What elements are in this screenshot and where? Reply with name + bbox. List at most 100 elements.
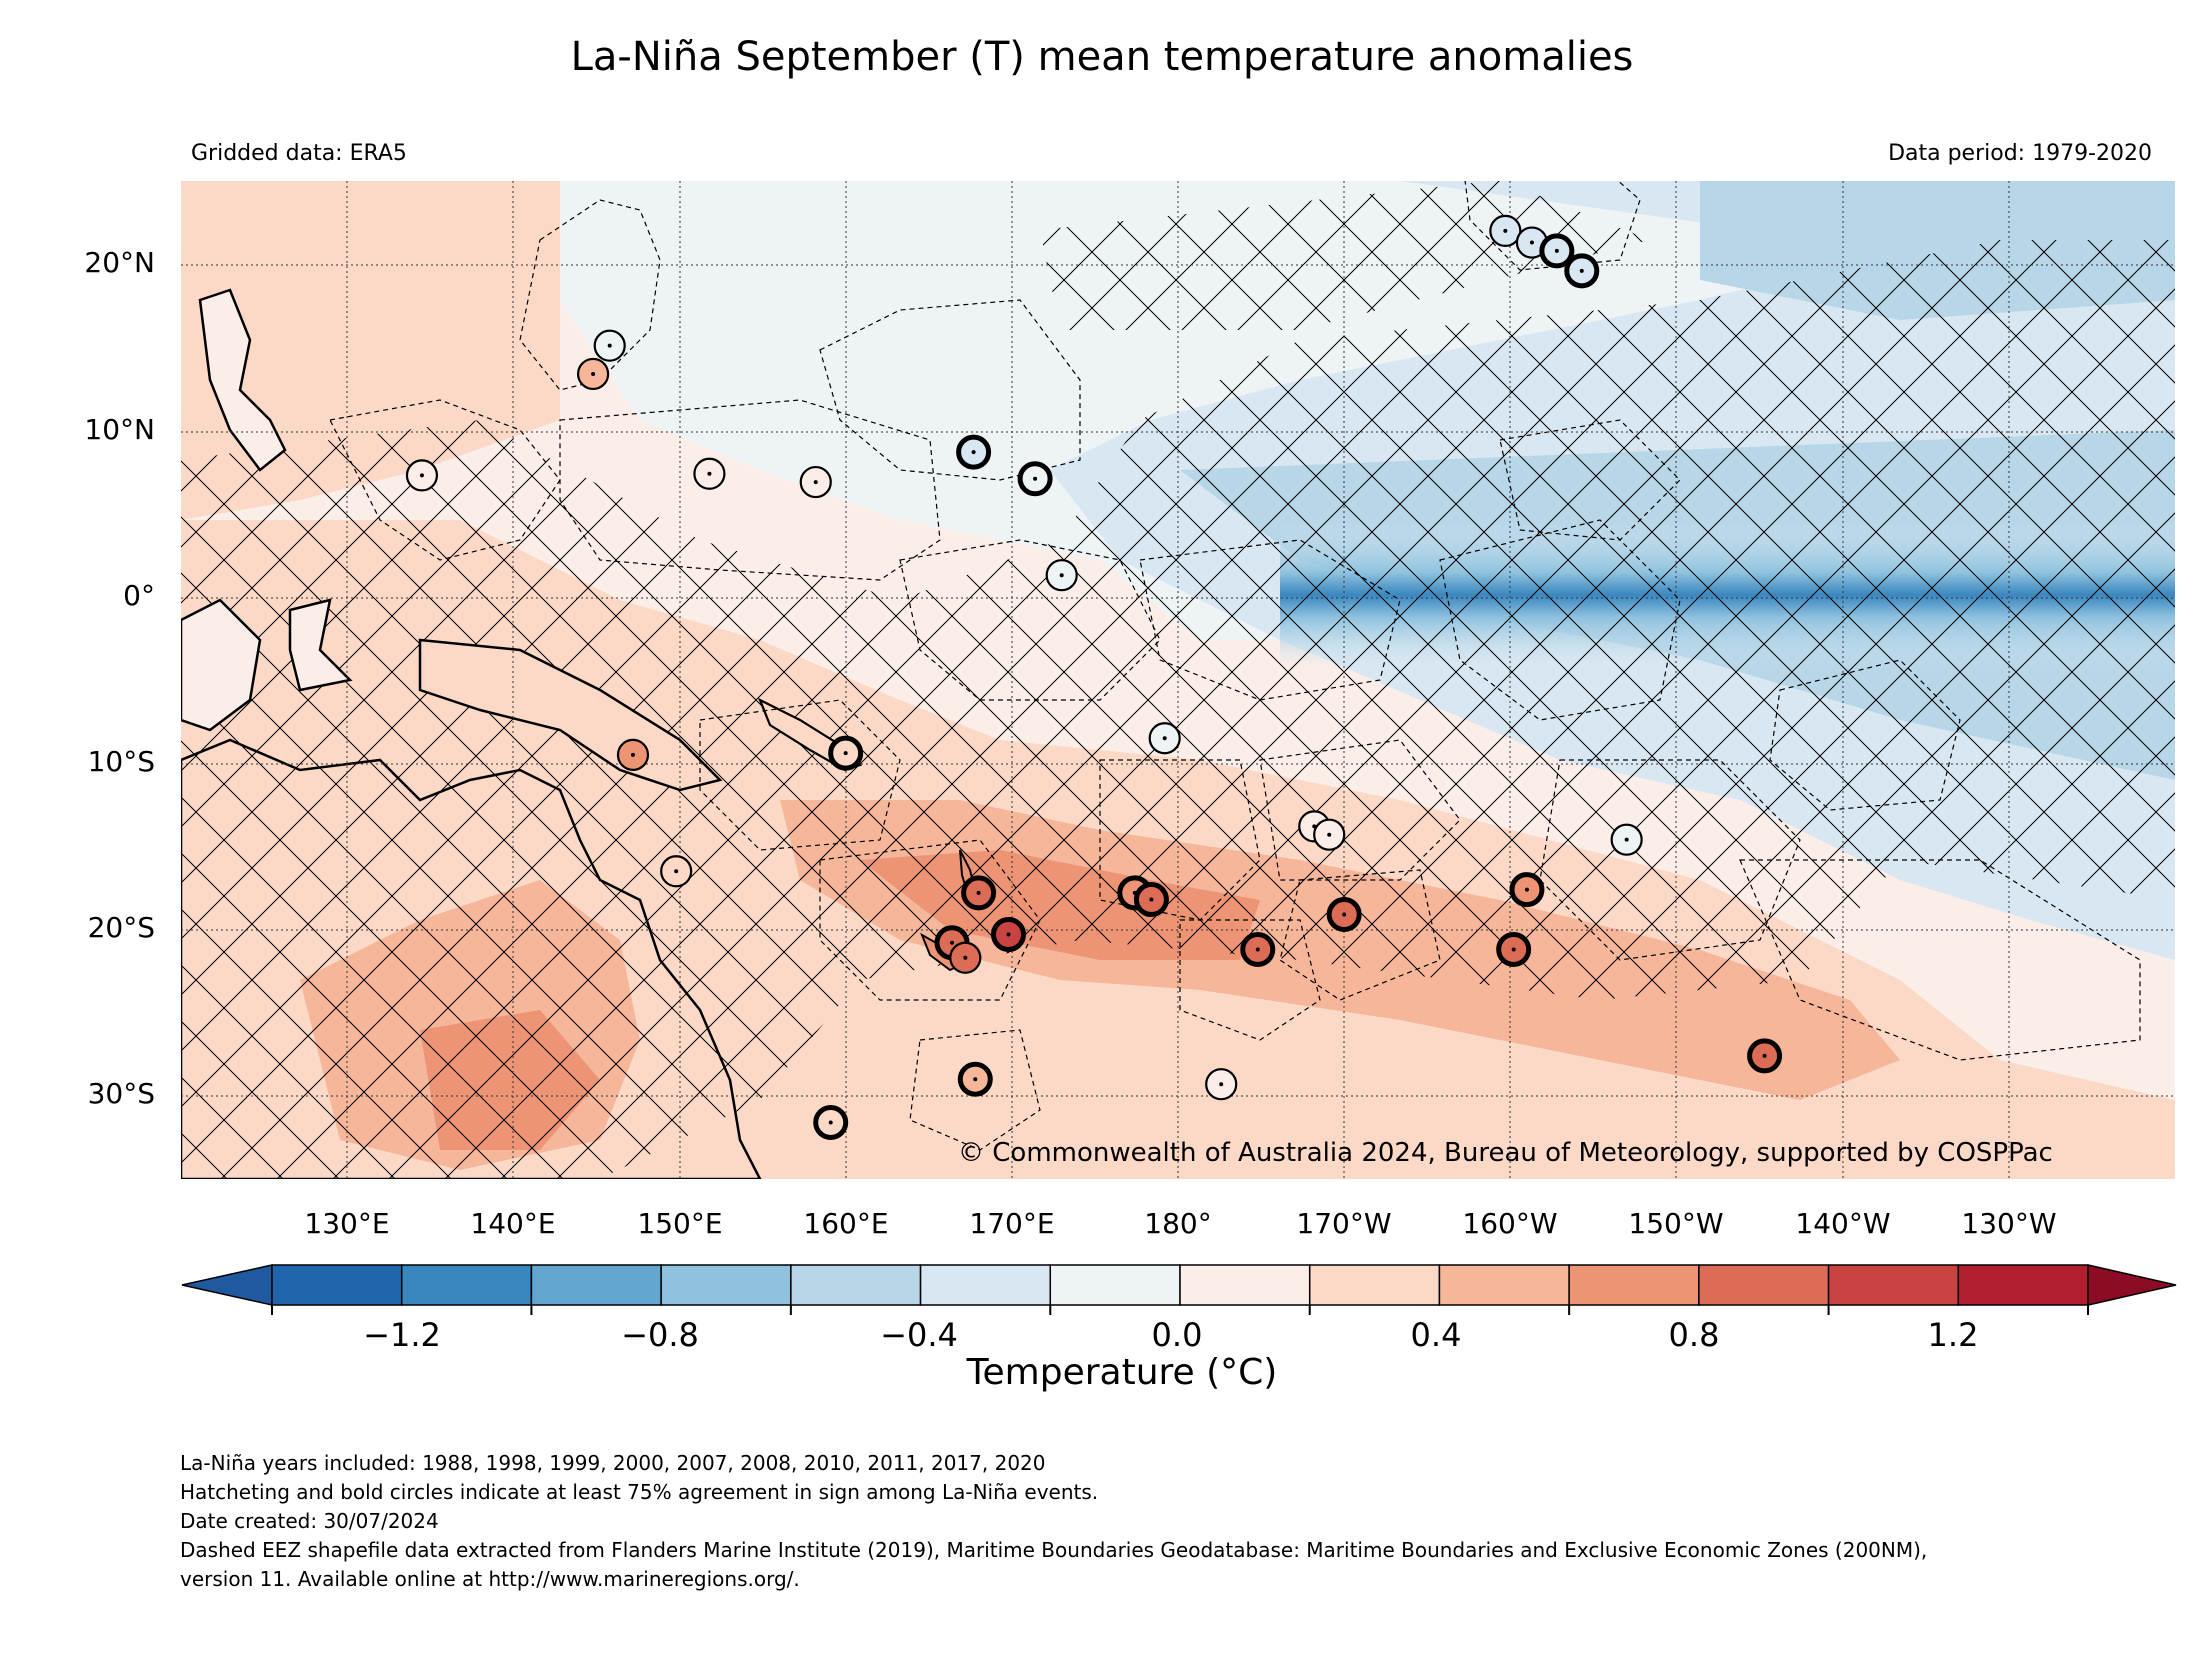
eez-samoa bbox=[1259, 739, 1461, 881]
island-dot bbox=[1149, 897, 1154, 902]
lon-label-160w: 160°W bbox=[1462, 1207, 1558, 1240]
colorbar-tick-label: −1.2 bbox=[363, 1316, 441, 1354]
lat-label-0: 0° bbox=[123, 579, 155, 612]
copyright-notice: © Commonwealth of Australia 2024, Bureau… bbox=[958, 1138, 2053, 1168]
colorbar-segment bbox=[919, 1264, 1052, 1306]
island-dot bbox=[971, 450, 976, 455]
colorbar-segment bbox=[790, 1264, 922, 1306]
eez-micronesia bbox=[559, 399, 941, 581]
colorbar-segment bbox=[660, 1264, 792, 1306]
colorbar-tick-label: 0.8 bbox=[1668, 1316, 1720, 1354]
eez-nauru-tuvalu bbox=[899, 539, 1161, 701]
island-dot bbox=[828, 1120, 833, 1125]
lon-label-180: 180° bbox=[1144, 1207, 1212, 1240]
colorbar-segment bbox=[1438, 1264, 1570, 1306]
eez-cook-islands bbox=[1539, 759, 1801, 961]
colorbar-segment bbox=[1308, 1264, 1441, 1306]
colorbar-segment bbox=[1698, 1264, 1830, 1306]
lon-label-150e: 150°E bbox=[637, 1207, 723, 1240]
lat-label-20s: 20°S bbox=[87, 911, 155, 944]
colorbar-segment bbox=[1049, 1264, 1181, 1306]
gridded-data-label: Gridded data: ERA5 bbox=[191, 141, 407, 166]
data-period-label: Data period: 1979-2020 bbox=[1888, 141, 2152, 166]
eez-fiji bbox=[1099, 759, 1261, 921]
colorbar-segment bbox=[1957, 1264, 2089, 1306]
island-dot bbox=[607, 343, 612, 348]
colorbar-extend-low bbox=[181, 1264, 273, 1306]
eez-tonga bbox=[1179, 919, 1321, 1041]
island-dot bbox=[707, 471, 712, 476]
island-dot bbox=[973, 1077, 978, 1082]
island-dot bbox=[950, 940, 955, 945]
island-dot bbox=[1342, 912, 1347, 917]
island-dot bbox=[591, 371, 596, 376]
colorbar-tick-label: −0.8 bbox=[621, 1316, 699, 1354]
australia-coastline bbox=[181, 738, 762, 1179]
eez-solomon bbox=[699, 699, 901, 851]
colorbar-segment bbox=[530, 1264, 662, 1306]
footnotes: La-Niña years included: 1988, 1998, 1999… bbox=[180, 1449, 2140, 1594]
colorbar-tick-label: −0.4 bbox=[880, 1316, 958, 1354]
gridlines bbox=[181, 181, 2175, 1179]
eez-french-polynesia-north bbox=[1769, 659, 1961, 811]
colorbar-tick-label: 0.4 bbox=[1410, 1316, 1462, 1354]
island-dot bbox=[1579, 268, 1584, 273]
agreement-hatching bbox=[181, 240, 2175, 1179]
island-dot bbox=[1511, 947, 1516, 952]
lon-label-170w: 170°W bbox=[1296, 1207, 1392, 1240]
island-dot bbox=[1255, 947, 1260, 952]
colorbar-segment bbox=[1568, 1264, 1700, 1306]
island-dot bbox=[1524, 887, 1529, 892]
island-markers bbox=[405, 214, 1783, 1140]
island-dot bbox=[1624, 837, 1629, 842]
island-dot bbox=[1162, 736, 1167, 741]
colorbar-tick-label: 0.0 bbox=[1151, 1316, 1203, 1354]
lon-label-140w: 140°W bbox=[1795, 1207, 1891, 1240]
island-dot bbox=[419, 473, 424, 478]
colorbar-tick-label: 1.2 bbox=[1927, 1316, 1979, 1354]
island-dot bbox=[1554, 248, 1559, 253]
eez-marshall bbox=[819, 299, 1081, 481]
lat-label-20n: 20°N bbox=[84, 246, 155, 279]
lon-label-130w: 130°W bbox=[1961, 1207, 2057, 1240]
eez-palau bbox=[329, 399, 561, 561]
lat-label-10s: 10°S bbox=[87, 745, 155, 778]
eez-norfolk bbox=[909, 1029, 1041, 1151]
colorbar bbox=[181, 1264, 2177, 1315]
island-dot bbox=[1503, 228, 1508, 233]
lon-label-170e: 170°E bbox=[969, 1207, 1055, 1240]
note-years: La-Niña years included: 1988, 1998, 1999… bbox=[180, 1451, 1046, 1475]
eez-kiribati-line bbox=[1499, 419, 1681, 541]
colorbar-segment bbox=[1827, 1264, 1960, 1306]
eez-french-polynesia-south bbox=[1739, 859, 2141, 1061]
island-dot bbox=[963, 955, 968, 960]
colorbar-segment bbox=[1179, 1264, 1311, 1306]
island-dot bbox=[1006, 932, 1011, 937]
eez-niue bbox=[1279, 869, 1441, 1001]
island-dot bbox=[1059, 573, 1064, 578]
eez-kiribati-phoenix bbox=[1439, 519, 1681, 721]
note-eez-url: version 11. Available online at http://w… bbox=[180, 1567, 800, 1591]
eez-hawaii bbox=[1464, 181, 1641, 271]
colorbar-title: Temperature (°C) bbox=[966, 1352, 1278, 1393]
note-date: Date created: 30/07/2024 bbox=[180, 1509, 439, 1533]
borneo-landmass bbox=[181, 598, 262, 732]
lon-label-140e: 140°E bbox=[470, 1207, 556, 1240]
island-dot bbox=[813, 480, 818, 485]
eez-boundaries bbox=[329, 181, 2141, 1151]
lon-label-150w: 150°W bbox=[1628, 1207, 1724, 1240]
island-dot bbox=[630, 752, 635, 757]
island-dot bbox=[1219, 1082, 1224, 1087]
eez-mariana bbox=[519, 199, 661, 391]
map-area bbox=[181, 181, 2175, 1179]
chart-title: La-Niña September (T) mean temperature a… bbox=[570, 34, 1634, 80]
lat-label-30s: 30°S bbox=[87, 1077, 155, 1110]
lat-label-10n: 10°N bbox=[84, 413, 155, 446]
island-dot bbox=[1762, 1053, 1767, 1058]
island-dot bbox=[976, 890, 981, 895]
sulawesi-landmass bbox=[288, 598, 353, 692]
island-dot bbox=[1529, 240, 1534, 245]
island-dot bbox=[674, 869, 679, 874]
island-dot bbox=[1327, 832, 1332, 837]
